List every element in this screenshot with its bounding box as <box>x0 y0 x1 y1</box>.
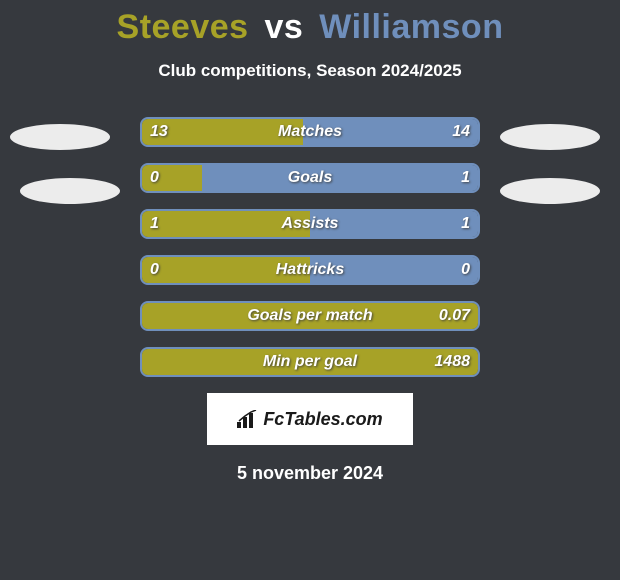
team-badge-placeholder <box>10 124 110 150</box>
metric-label: Goals <box>140 163 480 193</box>
logo-box: FcTables.com <box>207 393 413 445</box>
metric-row: 11Assists <box>0 209 620 239</box>
metric-label: Matches <box>140 117 480 147</box>
fctables-logo: FcTables.com <box>237 409 382 430</box>
metric-label: Min per goal <box>140 347 480 377</box>
title-player2: Williamson <box>319 8 503 46</box>
metric-row: 00Hattricks <box>0 255 620 285</box>
metric-row: 1488Min per goal <box>0 347 620 377</box>
comparison-title: Steeves vs Williamson <box>0 0 620 47</box>
comparison-subtitle: Club competitions, Season 2024/2025 <box>0 61 620 81</box>
team-badge-placeholder <box>500 124 600 150</box>
logo-text: FcTables.com <box>263 409 382 430</box>
team-badge-placeholder <box>500 178 600 204</box>
snapshot-date: 5 november 2024 <box>0 463 620 484</box>
metric-label: Goals per match <box>140 301 480 331</box>
title-player1: Steeves <box>117 8 249 46</box>
metric-row: 0.07Goals per match <box>0 301 620 331</box>
comparison-chart: 1314Matches01Goals11Assists00Hattricks0.… <box>0 117 620 377</box>
metric-label: Assists <box>140 209 480 239</box>
metric-label: Hattricks <box>140 255 480 285</box>
title-vs: vs <box>265 8 304 46</box>
bars-icon <box>237 410 259 428</box>
team-badge-placeholder <box>20 178 120 204</box>
